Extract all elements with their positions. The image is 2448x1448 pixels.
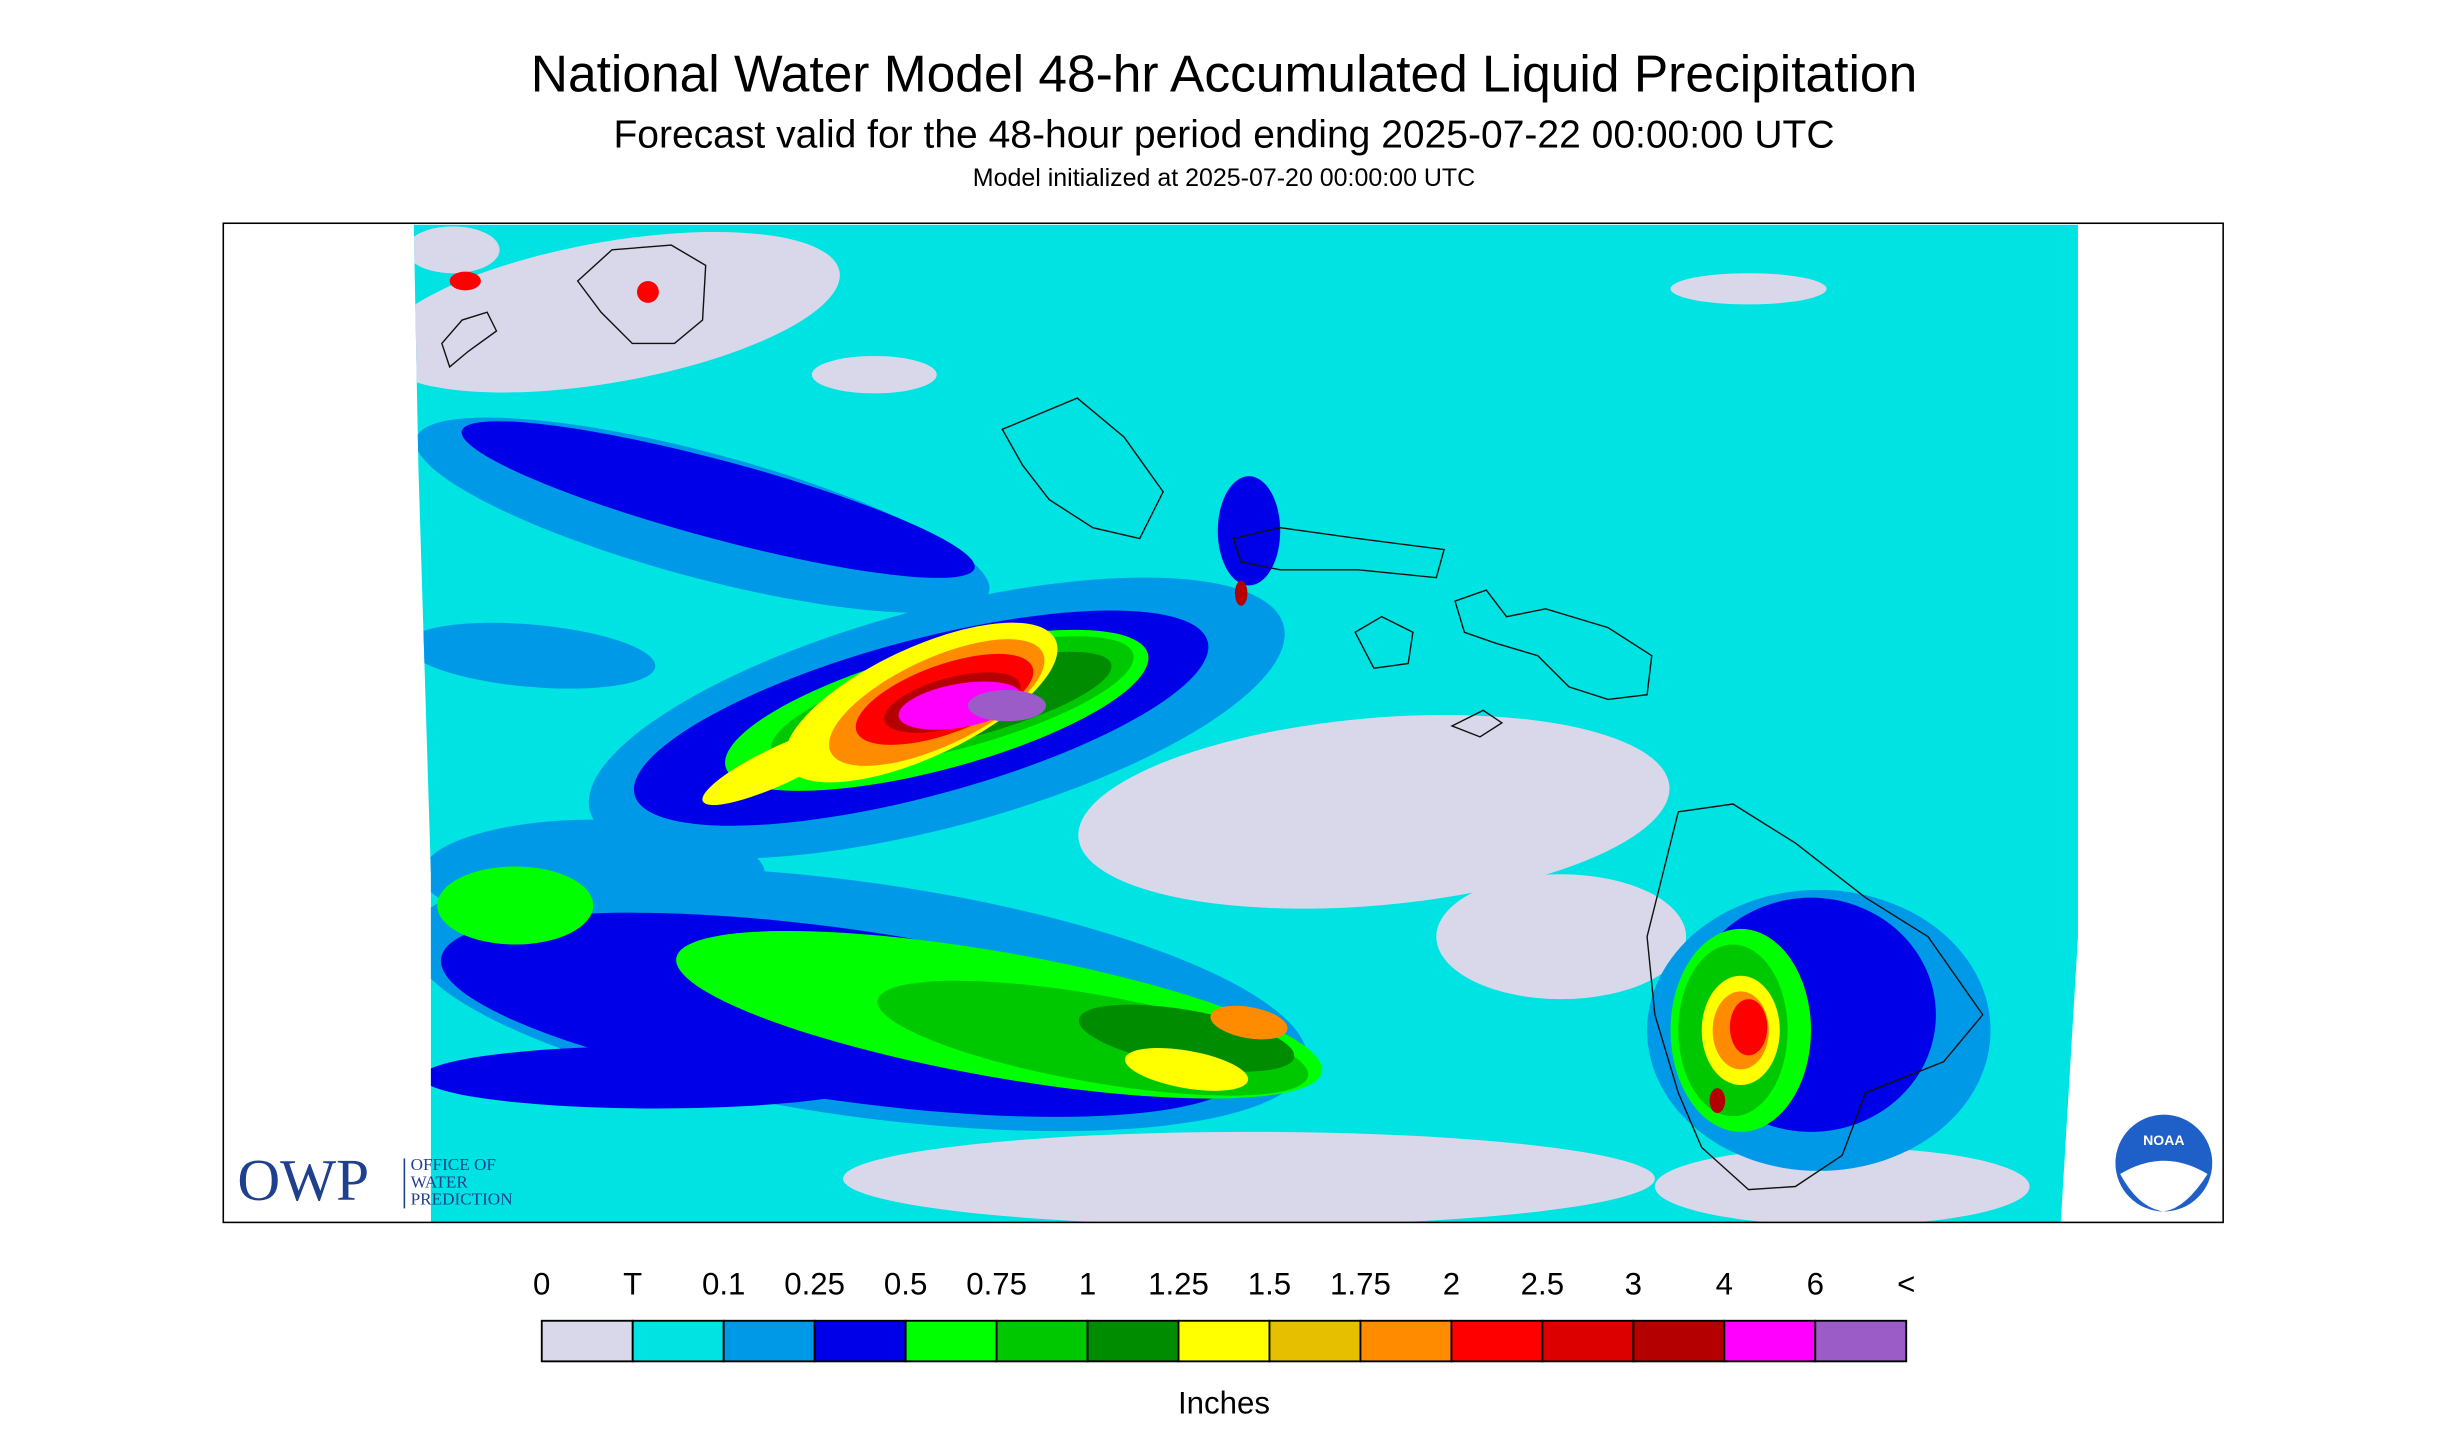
noaa-bird — [2120, 1160, 2208, 1212]
legend-swatch — [1632, 1319, 1726, 1363]
noaa-logo: NOAA — [2115, 1114, 2213, 1212]
legend-swatch — [1723, 1319, 1817, 1363]
title: National Water Model 48-hr Accumulated L… — [531, 45, 1917, 103]
owp-logo: OWP OFFICE OF WATER PREDICTION — [237, 1147, 512, 1213]
precip-area — [967, 690, 1047, 722]
hawaii — [1646, 803, 1984, 1191]
oahu — [1001, 397, 1164, 540]
precip-area — [437, 866, 594, 945]
legend-label: 0 — [533, 1267, 550, 1302]
legend: Inches 0 T 0.1 0.25 0.5 0.75 1 1.25 1.5 1.75 2 2.5 3… — [533, 1267, 1915, 1421]
precip-area — [702, 724, 859, 806]
precip-area — [811, 355, 937, 394]
legend-swatch — [1177, 1319, 1271, 1363]
precip-area — [1729, 999, 1768, 1056]
precip-area — [413, 231, 840, 393]
legend-label: 1 — [1079, 1267, 1096, 1302]
legend-swatch — [1359, 1319, 1453, 1363]
kahoolawe — [1450, 709, 1504, 738]
precip-area — [1078, 714, 1670, 909]
precip-area — [1124, 1048, 1249, 1091]
legend-swatch — [995, 1319, 1089, 1363]
legend-label: 3 — [1625, 1267, 1642, 1302]
legend-label: 0.75 — [966, 1267, 1027, 1302]
coastlines — [441, 244, 1984, 1191]
maui — [1454, 589, 1653, 701]
legend-label: 0.5 — [884, 1267, 927, 1302]
precip-area — [449, 271, 481, 291]
legend-label: 2 — [1443, 1267, 1460, 1302]
noaa-text: NOAA — [2143, 1132, 2184, 1148]
precip-area — [1217, 476, 1281, 586]
owp-text: OWP — [237, 1147, 369, 1213]
precip-area — [1709, 1088, 1726, 1114]
legend-label: 6 — [1807, 1267, 1824, 1302]
legend-swatch — [1086, 1319, 1180, 1363]
precip-area — [1654, 1147, 2030, 1223]
precip-area — [413, 622, 656, 689]
precip-area — [413, 226, 500, 274]
legend-label: T — [623, 1267, 642, 1302]
legend-label: 1.25 — [1148, 1267, 1209, 1302]
precip-area — [461, 421, 975, 578]
map-frame — [222, 222, 2224, 1224]
legend-swatch — [631, 1319, 725, 1363]
legend-swatch — [540, 1319, 634, 1363]
owp-line: PREDICTION — [411, 1189, 513, 1208]
legend-label: 1.5 — [1248, 1267, 1291, 1302]
precip-area — [421, 1045, 890, 1109]
owp-line: WATER — [411, 1172, 469, 1191]
init-time: Model initialized at 2025-07-20 00:00:00… — [973, 164, 1475, 192]
molokai — [1232, 526, 1446, 579]
precip-area — [1078, 1004, 1295, 1072]
precip-field — [413, 224, 2078, 1223]
precip-area — [636, 281, 659, 303]
lanai — [1354, 615, 1414, 669]
legend-label: 0.25 — [784, 1267, 845, 1302]
precip-area — [1210, 1005, 1288, 1040]
legend-swatch — [1541, 1319, 1635, 1363]
legend-swatch — [904, 1319, 998, 1363]
legend-swatch — [1450, 1319, 1544, 1363]
precip-area — [1436, 874, 1687, 1000]
subtitle: Forecast valid for the 48-hour period en… — [613, 114, 1834, 157]
legend-unit: Inches — [1178, 1385, 1270, 1420]
legend-swatch — [1814, 1319, 1908, 1363]
legend-swatch — [813, 1319, 907, 1363]
legend-label: 2.5 — [1521, 1267, 1564, 1302]
niihau-kauai — [441, 244, 707, 369]
precip-area — [1670, 273, 1827, 305]
legend-label: < — [1897, 1267, 1915, 1302]
legend-swatch — [1268, 1319, 1362, 1363]
owp-line: OFFICE OF — [411, 1155, 496, 1174]
legend-label: 0.1 — [702, 1267, 745, 1302]
legend-label: 1.75 — [1330, 1267, 1391, 1302]
precip-area — [1234, 580, 1248, 606]
precip-area — [843, 1131, 1655, 1223]
legend-label: 4 — [1716, 1267, 1733, 1302]
legend-swatch — [722, 1319, 816, 1363]
